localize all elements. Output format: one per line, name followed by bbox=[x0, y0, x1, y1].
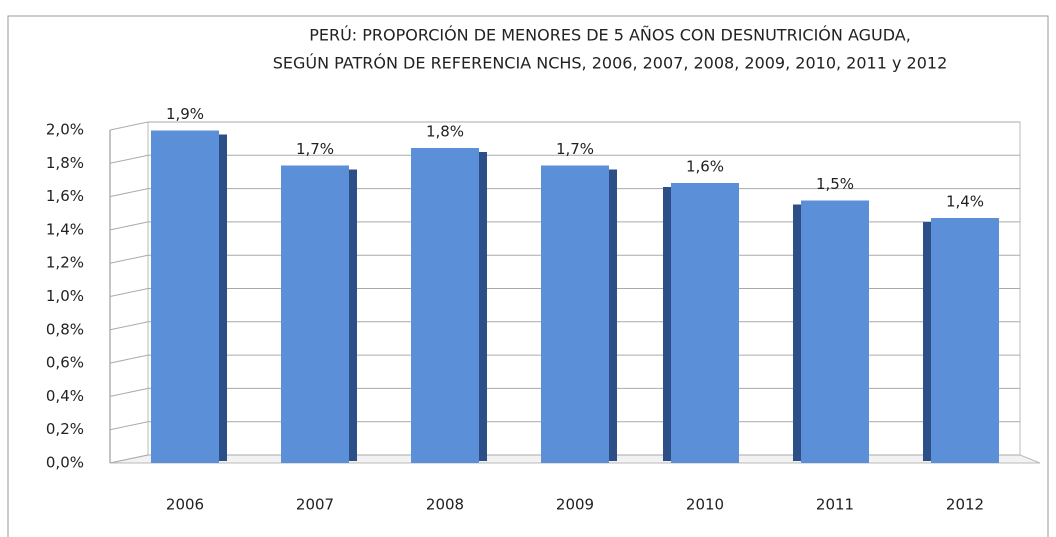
bar-side bbox=[923, 222, 931, 461]
grid-line bbox=[109, 121, 1020, 131]
bar bbox=[541, 165, 609, 463]
y-tick-label: 0,8% bbox=[46, 320, 84, 338]
value-label: 1,9% bbox=[166, 105, 204, 123]
x-tick-label: 2006 bbox=[166, 496, 204, 514]
bar-side bbox=[479, 152, 487, 461]
y-tick-label: 1,0% bbox=[46, 287, 84, 305]
y-tick-label: 1,2% bbox=[46, 254, 84, 272]
value-label: 1,6% bbox=[686, 158, 724, 176]
y-tick-label: 0,4% bbox=[46, 387, 84, 405]
chart-title: PERÚ: PROPORCIÓN DE MENORES DE 5 AÑOS CO… bbox=[309, 26, 911, 45]
x-tick-label: 2010 bbox=[686, 496, 724, 514]
grid-line bbox=[109, 154, 1020, 164]
y-tick-label: 0,0% bbox=[46, 454, 84, 472]
bar bbox=[931, 218, 999, 463]
x-tick-label: 2008 bbox=[426, 496, 464, 514]
y-tick-label: 1,4% bbox=[46, 220, 84, 238]
bar bbox=[281, 165, 349, 463]
bar bbox=[671, 183, 739, 463]
bar-side bbox=[793, 204, 801, 461]
bar-side bbox=[349, 169, 357, 461]
y-tick-label: 1,6% bbox=[46, 187, 84, 205]
bar-side bbox=[609, 169, 617, 461]
y-tick-label: 0,6% bbox=[46, 354, 84, 372]
bar bbox=[151, 130, 219, 463]
bar bbox=[801, 200, 869, 463]
bar-side bbox=[219, 134, 227, 461]
x-tick-label: 2009 bbox=[556, 496, 594, 514]
x-tick-label: 2012 bbox=[946, 496, 984, 514]
y-tick-label: 1,8% bbox=[46, 154, 84, 172]
x-tick-label: 2011 bbox=[816, 496, 854, 514]
x-tick-label: 2007 bbox=[296, 496, 334, 514]
bar-side bbox=[663, 187, 671, 461]
value-label: 1,8% bbox=[426, 123, 464, 141]
y-tick-label: 2,0% bbox=[46, 121, 84, 139]
chart-title: SEGÚN PATRÓN DE REFERENCIA NCHS, 2006, 2… bbox=[273, 54, 948, 73]
value-label: 1,7% bbox=[556, 140, 594, 158]
y-tick-label: 0,2% bbox=[46, 420, 84, 438]
value-label: 1,4% bbox=[946, 193, 984, 211]
bar bbox=[411, 148, 479, 463]
value-label: 1,5% bbox=[816, 175, 854, 193]
value-label: 1,7% bbox=[296, 140, 334, 158]
